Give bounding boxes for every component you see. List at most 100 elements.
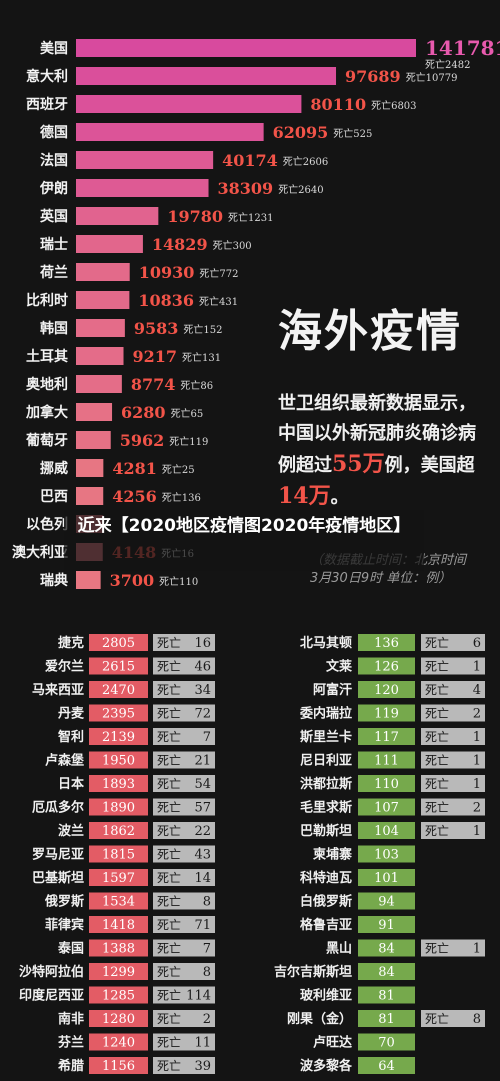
country-label: 德国 (40, 124, 68, 141)
death-value: 46 (194, 660, 211, 675)
confirmed-value: 1280 (102, 1012, 135, 1027)
death-cell (421, 657, 485, 675)
confirmed-value: 2470 (102, 683, 135, 698)
confirmed-value: 1597 (102, 871, 135, 886)
confirmed-cell (89, 916, 148, 933)
confirmed-value: 70 (378, 1036, 395, 1051)
death-cell (153, 822, 215, 839)
bar (76, 67, 337, 85)
confirmed-cell (358, 728, 415, 745)
confirmed-value: 91 (378, 918, 395, 933)
table-country: 阿富汗 (313, 682, 352, 698)
table-country: 捷克 (58, 635, 84, 651)
death-prefix: 死亡 (157, 683, 181, 697)
country-label: 法国 (40, 152, 68, 169)
death-label: 死亡300 (213, 239, 252, 252)
death-label: 死亡65 (171, 407, 204, 420)
page-title-overlay[interactable]: 近来【2020地区疫情图2020年疫情地区】 (64, 510, 424, 571)
headline-title: 海外疫情 (278, 306, 462, 357)
confirmed-value: 117 (374, 730, 399, 745)
death-prefix: 死亡 (157, 754, 181, 768)
confirmed-value: 2395 (102, 707, 135, 722)
death-label: 死亡772 (199, 267, 238, 280)
table-country: 芬兰 (57, 1035, 84, 1051)
death-cell (421, 728, 485, 745)
death-value: 1 (473, 754, 481, 769)
confirmed-value-label: 4281 (112, 459, 157, 478)
confirmed-cell (89, 1033, 148, 1051)
country-label: 巴西 (40, 489, 68, 505)
bar (76, 487, 104, 505)
confirmed-value-label: 19780 (167, 207, 223, 226)
confirmed-value-label: 5962 (120, 431, 165, 450)
data-note-line-2: 3月30日9时 单位：例） (310, 571, 452, 586)
death-cell (153, 845, 215, 863)
death-cell (153, 939, 215, 957)
country-label: 挪威 (40, 460, 68, 477)
headline-text-2: 例，美国超 (384, 455, 475, 476)
death-value: 57 (194, 801, 211, 816)
bar (76, 151, 214, 169)
table-country: 毛里求斯 (300, 800, 352, 816)
bar (76, 431, 111, 449)
confirmed-value: 1418 (102, 918, 135, 933)
death-cell (153, 916, 215, 933)
death-cell (421, 634, 485, 651)
death-value: 2 (473, 801, 481, 816)
death-value: 7 (203, 942, 211, 957)
death-label: 死亡6803 (371, 99, 416, 112)
death-label: 死亡1231 (228, 211, 273, 224)
confirmed-value: 120 (374, 683, 399, 698)
confirmed-value: 110 (374, 777, 399, 792)
death-label: 死亡136 (162, 491, 201, 504)
bar (76, 347, 124, 365)
death-cell (421, 751, 485, 769)
death-label: 死亡2640 (278, 183, 323, 196)
bar (76, 123, 264, 141)
death-value: 72 (194, 707, 211, 722)
confirmed-value: 1815 (102, 848, 135, 863)
table-country: 希腊 (58, 1058, 84, 1074)
headline-text-3: 。 (330, 487, 349, 508)
death-value: 8 (203, 965, 211, 980)
confirmed-value: 111 (374, 754, 399, 769)
confirmed-cell (358, 845, 415, 863)
confirmed-cell (358, 751, 415, 769)
death-label: 死亡525 (333, 127, 372, 140)
table-country: 厄瓜多尔 (32, 800, 84, 816)
country-label: 比利时 (26, 292, 68, 309)
page-title[interactable]: 近来【2020地区疫情图2020年疫情地区】 (77, 516, 411, 536)
death-cell (421, 939, 485, 957)
table-country: 泰国 (57, 941, 84, 957)
bottom-tables: 捷克 2805 死亡 16 爱尔兰 2615 死亡 46 马来西亚 2470 死亡 34 丹麦 2395 死… (0, 630, 500, 1081)
death-prefix: 死亡 (157, 660, 181, 674)
death-prefix: 死亡 (157, 1012, 181, 1026)
death-cell (153, 892, 215, 910)
death-prefix: 死亡 (157, 918, 181, 932)
death-prefix: 死亡 (425, 801, 449, 815)
death-cell (153, 1033, 215, 1051)
confirmed-cell (89, 986, 148, 1004)
confirmed-value-label: 80110 (310, 95, 366, 114)
bar (76, 207, 159, 225)
confirmed-cell (89, 869, 148, 886)
death-cell (421, 704, 485, 722)
confirmed-cell (358, 892, 415, 910)
confirmed-cell (358, 704, 415, 722)
death-prefix: 死亡 (425, 1012, 449, 1026)
death-cell (421, 775, 485, 792)
death-cell (153, 751, 215, 769)
table-country: 沙特阿拉伯 (19, 964, 84, 980)
table-country: 俄罗斯 (44, 894, 84, 910)
confirmed-value-label: 14829 (152, 235, 208, 254)
country-label: 韩国 (40, 320, 68, 337)
confirmed-value: 1534 (102, 895, 135, 910)
country-label: 葡萄牙 (25, 432, 68, 449)
confirmed-value: 126 (374, 660, 399, 675)
death-value: 1 (473, 660, 481, 675)
confirmed-cell (89, 1057, 148, 1074)
death-label: 死亡2482 (425, 58, 470, 71)
death-cell (153, 728, 215, 745)
confirmed-cell (89, 751, 148, 769)
bar (76, 571, 101, 589)
